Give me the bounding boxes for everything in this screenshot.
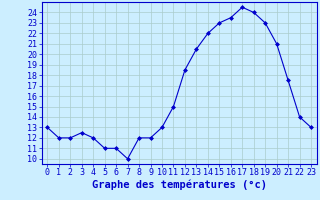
X-axis label: Graphe des températures (°c): Graphe des températures (°c) <box>92 180 267 190</box>
